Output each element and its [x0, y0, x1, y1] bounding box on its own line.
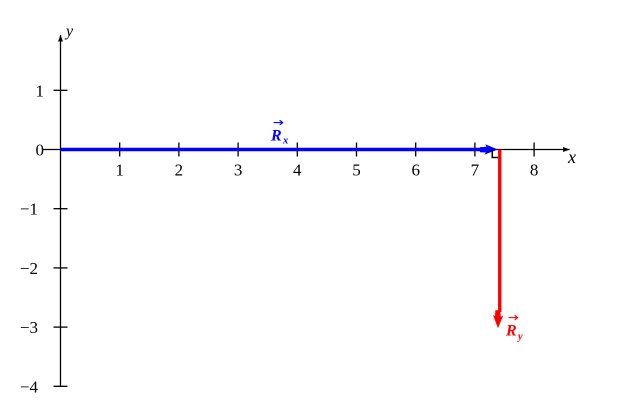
- svg-text:R: R: [505, 323, 517, 340]
- svg-text:0: 0: [36, 141, 45, 160]
- svg-text:1: 1: [36, 81, 45, 100]
- svg-text:−3: −3: [20, 318, 38, 337]
- svg-text:R: R: [270, 128, 282, 145]
- svg-text:y: y: [516, 332, 523, 343]
- svg-text:8: 8: [530, 161, 539, 180]
- svg-text:y: y: [64, 23, 74, 40]
- svg-text:2: 2: [175, 161, 184, 180]
- svg-text:−2: −2: [20, 259, 38, 278]
- svg-text:6: 6: [411, 161, 420, 180]
- svg-text:x: x: [567, 147, 576, 167]
- svg-text:−1: −1: [20, 200, 38, 219]
- svg-text:4: 4: [293, 161, 302, 180]
- svg-text:−4: −4: [20, 377, 39, 396]
- svg-text:7: 7: [471, 161, 480, 180]
- svg-text:5: 5: [352, 161, 361, 180]
- svg-text:3: 3: [234, 161, 243, 180]
- svg-text:1: 1: [115, 161, 124, 180]
- svg-text:x: x: [282, 136, 288, 147]
